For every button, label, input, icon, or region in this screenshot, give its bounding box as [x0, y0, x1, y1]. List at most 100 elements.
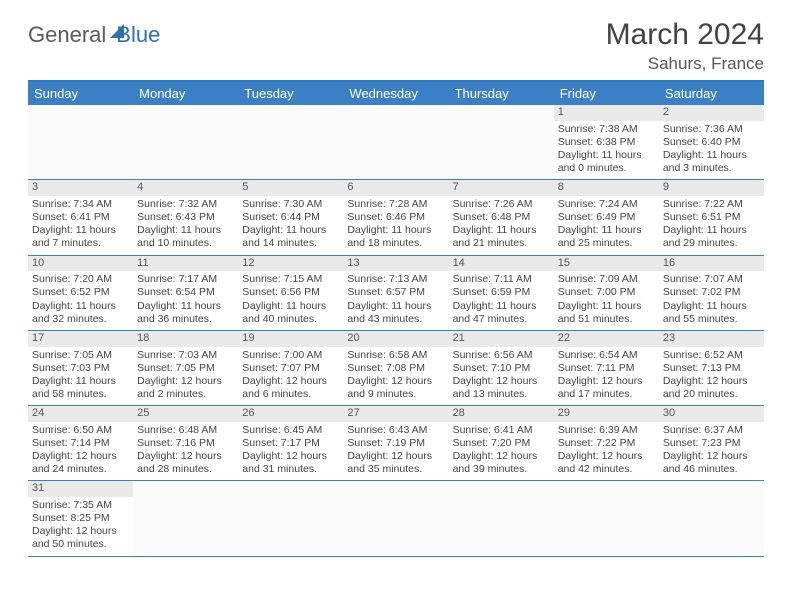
location: Sahurs, France	[606, 54, 764, 74]
daylight-line: and 55 minutes.	[663, 313, 760, 326]
day-number: 8	[554, 180, 659, 196]
day-cell-empty	[28, 105, 133, 179]
daylight-line: Daylight: 11 hours	[663, 149, 760, 162]
day-cell: 10Sunrise: 7:20 AMSunset: 6:52 PMDayligh…	[28, 256, 133, 330]
day-number: 15	[554, 256, 659, 272]
day-number: 29	[554, 406, 659, 422]
day-cell: 6Sunrise: 7:28 AMSunset: 6:46 PMDaylight…	[343, 180, 448, 254]
sunrise-line: Sunrise: 7:34 AM	[32, 198, 129, 211]
calendar: SundayMondayTuesdayWednesdayThursdayFrid…	[28, 80, 764, 557]
day-cell-empty	[238, 105, 343, 179]
day-cell: 30 Sunrise: 6:37 AMSunset: 7:23 PMDayligh…	[659, 406, 764, 480]
day-number: 10	[28, 256, 133, 272]
daylight-line: Daylight: 11 hours	[137, 300, 234, 313]
sunset-line: Sunset: 7:23 PM	[663, 437, 760, 450]
day-cell-empty	[133, 105, 238, 179]
day-cell: 16Sunrise: 7:07 AMSunset: 7:02 PMDayligh…	[659, 256, 764, 330]
sunset-line: Sunset: 7:05 PM	[137, 362, 234, 375]
daylight-line: and 47 minutes.	[453, 313, 550, 326]
sunrise-line: Sunrise: 7:26 AM	[453, 198, 550, 211]
daylight-line: Daylight: 12 hours	[558, 450, 655, 463]
day-number: 27	[343, 406, 448, 422]
sunset-line: Sunset: 7:14 PM	[32, 437, 129, 450]
weeks-container: 1Sunrise: 7:38 AMSunset: 6:38 PMDaylight…	[28, 105, 764, 557]
daylight-line: Daylight: 12 hours	[663, 450, 760, 463]
day-cell-empty	[343, 481, 448, 555]
daylight-line: and 20 minutes.	[663, 388, 760, 401]
day-cell: 5Sunrise: 7:30 AMSunset: 6:44 PMDaylight…	[238, 180, 343, 254]
daylight-line: Daylight: 11 hours	[242, 224, 339, 237]
daylight-line: and 25 minutes.	[558, 237, 655, 250]
sunset-line: Sunset: 6:57 PM	[347, 286, 444, 299]
sunset-line: Sunset: 7:02 PM	[663, 286, 760, 299]
sunrise-line: Sunrise: 6:56 AM	[453, 349, 550, 362]
sunrise-line: Sunrise: 7:13 AM	[347, 273, 444, 286]
daylight-line: Daylight: 12 hours	[137, 375, 234, 388]
sunrise-line: Sunrise: 7:30 AM	[242, 198, 339, 211]
daylight-line: Daylight: 11 hours	[558, 149, 655, 162]
sunrise-line: Sunrise: 6:43 AM	[347, 424, 444, 437]
day-cell: 14Sunrise: 7:11 AMSunset: 6:59 PMDayligh…	[449, 256, 554, 330]
sunrise-line: Sunrise: 7:17 AM	[137, 273, 234, 286]
sunrise-line: Sunrise: 6:52 AM	[663, 349, 760, 362]
sunrise-line: Sunrise: 7:38 AM	[558, 123, 655, 136]
day-cell: 27Sunrise: 6:43 AMSunset: 7:19 PMDayligh…	[343, 406, 448, 480]
daylight-line: and 29 minutes.	[663, 237, 760, 250]
daylight-line: Daylight: 11 hours	[32, 300, 129, 313]
sunrise-line: Sunrise: 7:32 AM	[137, 198, 234, 211]
daylight-line: and 46 minutes.	[663, 463, 760, 476]
sunset-line: Sunset: 6:49 PM	[558, 211, 655, 224]
day-cell: 3Sunrise: 7:34 AMSunset: 6:41 PMDaylight…	[28, 180, 133, 254]
day-cell: 18Sunrise: 7:03 AMSunset: 7:05 PMDayligh…	[133, 331, 238, 405]
day-cell: 21Sunrise: 6:56 AMSunset: 7:10 PMDayligh…	[449, 331, 554, 405]
sunrise-line: Sunrise: 6:41 AM	[453, 424, 550, 437]
day-cell: 13Sunrise: 7:13 AMSunset: 6:57 PMDayligh…	[343, 256, 448, 330]
week-row: 1Sunrise: 7:38 AMSunset: 6:38 PMDaylight…	[28, 105, 764, 180]
daylight-line: Daylight: 12 hours	[453, 375, 550, 388]
dow-saturday: Saturday	[659, 82, 764, 105]
day-cell: 23Sunrise: 6:52 AMSunset: 7:13 PMDayligh…	[659, 331, 764, 405]
month-title: March 2024	[606, 18, 764, 52]
day-number: 30	[659, 406, 764, 422]
day-number: 5	[238, 180, 343, 196]
day-number: 17	[28, 331, 133, 347]
daylight-line: Daylight: 12 hours	[242, 450, 339, 463]
day-cell-empty	[554, 481, 659, 555]
sunrise-line: Sunrise: 7:11 AM	[453, 273, 550, 286]
daylight-line: Daylight: 12 hours	[32, 525, 129, 538]
daylight-line: and 39 minutes.	[453, 463, 550, 476]
sunrise-line: Sunrise: 6:50 AM	[32, 424, 129, 437]
day-cell: 24Sunrise: 6:50 AMSunset: 7:14 PMDayligh…	[28, 406, 133, 480]
sunrise-line: Sunrise: 7:35 AM	[32, 499, 129, 512]
daylight-line: Daylight: 12 hours	[242, 375, 339, 388]
sunset-line: Sunset: 8:25 PM	[32, 512, 129, 525]
sunset-line: Sunset: 7:10 PM	[453, 362, 550, 375]
daylight-line: Daylight: 11 hours	[32, 375, 129, 388]
daylight-line: and 14 minutes.	[242, 237, 339, 250]
sunset-line: Sunset: 6:46 PM	[347, 211, 444, 224]
sunset-line: Sunset: 6:52 PM	[32, 286, 129, 299]
day-cell: 17Sunrise: 7:05 AMSunset: 7:03 PMDayligh…	[28, 331, 133, 405]
sunrise-line: Sunrise: 6:54 AM	[558, 349, 655, 362]
sunset-line: Sunset: 7:03 PM	[32, 362, 129, 375]
dow-sunday: Sunday	[28, 82, 133, 105]
day-cell: 25Sunrise: 6:48 AMSunset: 7:16 PMDayligh…	[133, 406, 238, 480]
day-cell: 31 Sunrise: 7:35 AMSunset: 8:25 PMDayligh…	[28, 481, 133, 555]
day-cell: 15Sunrise: 7:09 AMSunset: 7:00 PMDayligh…	[554, 256, 659, 330]
sunset-line: Sunset: 7:08 PM	[347, 362, 444, 375]
sunset-line: Sunset: 7:13 PM	[663, 362, 760, 375]
day-number: 31	[28, 481, 133, 497]
day-number: 2	[659, 105, 764, 121]
daylight-line: and 24 minutes.	[32, 463, 129, 476]
daylight-line: and 50 minutes.	[32, 538, 129, 551]
dow-monday: Monday	[133, 82, 238, 105]
day-cell: 20Sunrise: 6:58 AMSunset: 7:08 PMDayligh…	[343, 331, 448, 405]
sunrise-line: Sunrise: 6:37 AM	[663, 424, 760, 437]
daylight-line: and 40 minutes.	[242, 313, 339, 326]
brand-logo: General Blue	[28, 22, 160, 48]
daylight-line: Daylight: 11 hours	[242, 300, 339, 313]
daylight-line: Daylight: 12 hours	[558, 375, 655, 388]
sunset-line: Sunset: 7:16 PM	[137, 437, 234, 450]
sunset-line: Sunset: 6:41 PM	[32, 211, 129, 224]
sunrise-line: Sunrise: 7:28 AM	[347, 198, 444, 211]
